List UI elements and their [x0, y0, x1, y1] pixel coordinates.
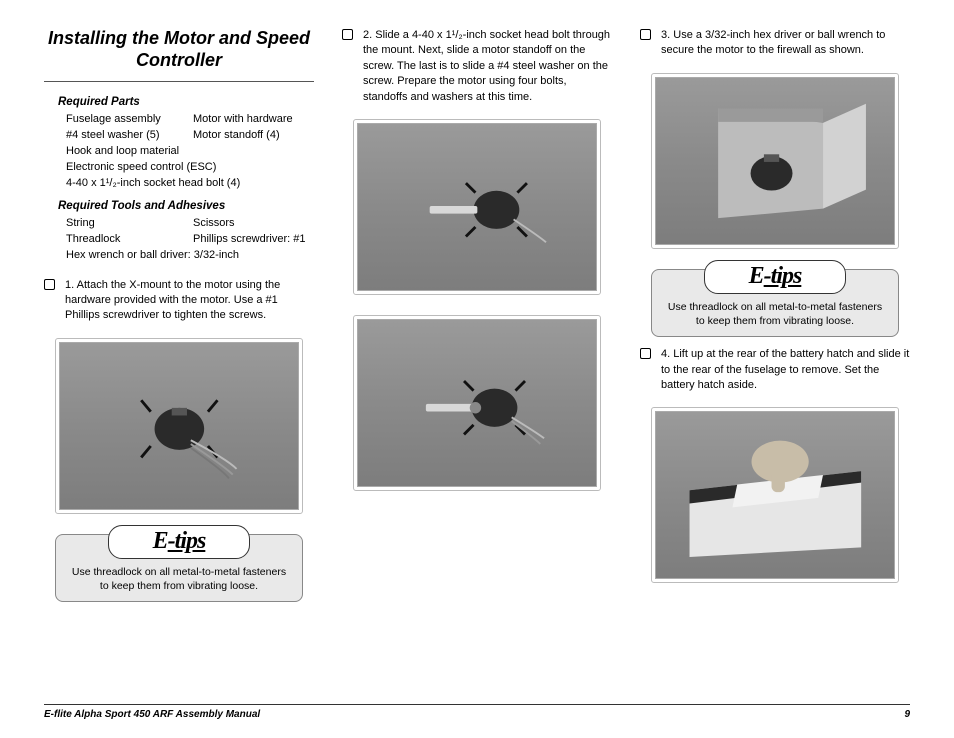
- photo-step-4: [651, 407, 899, 583]
- step-checkbox[interactable]: [44, 279, 55, 290]
- required-parts-heading: Required Parts: [58, 96, 314, 108]
- step-body: Use a 3/32-inch hex driver or ball wrenc…: [661, 29, 885, 56]
- required-tools-list: String Scissors Threadlock Phillips scre…: [66, 216, 314, 264]
- tips-logo-pill: E-tips: [108, 525, 251, 559]
- step-4: 4. Lift up at the rear of the battery ha…: [640, 347, 910, 393]
- part-item: Hook and loop material: [66, 144, 314, 160]
- step-text: 4. Lift up at the rear of the battery ha…: [661, 347, 910, 393]
- step-text: 2. Slide a 4-40 x 1¹/₂-inch socket head …: [363, 28, 612, 105]
- photo-step-2b: [353, 315, 601, 491]
- column-1: Installing the Motor and Speed Controlle…: [44, 28, 314, 678]
- column-3: 3. Use a 3/32-inch hex driver or ball wr…: [640, 28, 910, 678]
- tool-item: String: [66, 216, 187, 232]
- tool-item: Scissors: [193, 216, 314, 232]
- tool-item: Hex wrench or ball driver: 3/32-inch: [66, 248, 314, 264]
- step-2: 2. Slide a 4-40 x 1¹/₂-inch socket head …: [342, 28, 612, 105]
- battery-hatch-illustration-icon: [680, 433, 871, 557]
- etips-logo: E-tips: [749, 263, 802, 290]
- step-checkbox[interactable]: [640, 348, 651, 359]
- step-body: Lift up at the rear of the battery hatch…: [661, 348, 909, 391]
- tips-box: E-tips Use threadlock on all metal-to-me…: [55, 534, 303, 602]
- part-item: 4-40 x 1¹/₂-inch socket head bolt (4): [66, 176, 314, 192]
- photo-step-1: [55, 338, 303, 514]
- part-item: #4 steel washer (5): [66, 128, 187, 144]
- etips-logo: E-tips: [153, 528, 206, 555]
- photo-step-3: [651, 73, 899, 249]
- page-footer: E-flite Alpha Sport 450 ARF Assembly Man…: [44, 704, 910, 720]
- step-number: 3.: [661, 29, 670, 41]
- footer-page-number: 9: [904, 709, 910, 720]
- footer-manual-title: E-flite Alpha Sport 450 ARF Assembly Man…: [44, 709, 260, 720]
- part-item: Electronic speed control (ESC): [66, 160, 314, 176]
- step-body: Attach the X-mount to the motor using th…: [65, 279, 280, 322]
- step-number: 4.: [661, 348, 670, 360]
- tool-item: Phillips screwdriver: #1: [193, 232, 314, 248]
- step-number: 1.: [65, 279, 74, 291]
- firewall-mount-illustration-icon: [680, 99, 871, 223]
- motor-illustration-icon: [84, 364, 275, 488]
- motor-assembly-illustration-icon: [382, 341, 573, 465]
- step-text: 1. Attach the X-mount to the motor using…: [65, 278, 314, 324]
- tool-item: Threadlock: [66, 232, 187, 248]
- step-checkbox[interactable]: [342, 29, 353, 40]
- step-checkbox[interactable]: [640, 29, 651, 40]
- part-item: Motor with hardware: [193, 112, 314, 128]
- required-tools-heading: Required Tools and Adhesives: [58, 200, 314, 212]
- step-1: 1. Attach the X-mount to the motor using…: [44, 278, 314, 324]
- step-3: 3. Use a 3/32-inch hex driver or ball wr…: [640, 28, 910, 59]
- photo-step-2a: [353, 119, 601, 295]
- tips-text: Use threadlock on all metal-to-metal fas…: [56, 565, 302, 593]
- tips-text: Use threadlock on all metal-to-metal fas…: [652, 300, 898, 328]
- title-rule: [44, 81, 314, 82]
- motor-standoff-illustration-icon: [382, 145, 573, 269]
- page-columns: Installing the Motor and Speed Controlle…: [44, 28, 910, 678]
- part-item: Motor standoff (4): [193, 128, 314, 144]
- step-body: Slide a 4-40 x 1¹/₂-inch socket head bol…: [363, 29, 610, 103]
- part-item: Fuselage assembly: [66, 112, 187, 128]
- step-number: 2.: [363, 29, 372, 41]
- tips-logo-pill: E-tips: [704, 260, 847, 294]
- required-parts-list: Fuselage assembly Motor with hardware #4…: [66, 112, 314, 192]
- section-title: Installing the Motor and Speed Controlle…: [44, 28, 314, 71]
- step-text: 3. Use a 3/32-inch hex driver or ball wr…: [661, 28, 910, 59]
- column-2: 2. Slide a 4-40 x 1¹/₂-inch socket head …: [342, 28, 612, 678]
- tips-box: E-tips Use threadlock on all metal-to-me…: [651, 269, 899, 337]
